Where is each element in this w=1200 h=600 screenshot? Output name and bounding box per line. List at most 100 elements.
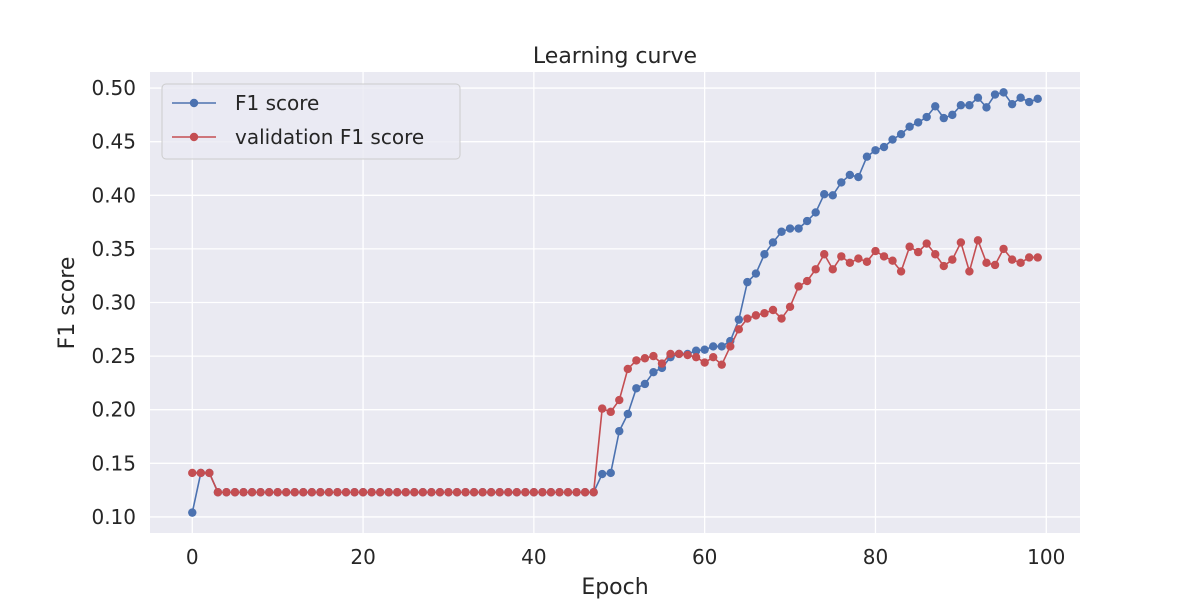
data-point	[973, 236, 983, 245]
data-point	[188, 468, 197, 478]
data-point	[794, 282, 803, 291]
data-point	[333, 488, 342, 497]
data-point	[922, 239, 931, 248]
data-point	[282, 488, 291, 497]
data-point	[939, 113, 948, 123]
data-point	[375, 488, 385, 497]
data-point	[1024, 253, 1034, 262]
data-point	[597, 469, 607, 479]
data-point	[802, 276, 812, 286]
data-point	[230, 488, 240, 497]
data-point	[785, 224, 795, 233]
data-point	[546, 488, 556, 497]
data-point	[785, 302, 795, 311]
data-point	[555, 488, 564, 497]
data-point	[341, 488, 351, 497]
data-point	[973, 93, 983, 102]
data-point	[538, 488, 547, 497]
x-tick-label: 20	[350, 545, 375, 569]
data-point	[700, 358, 709, 367]
data-point	[469, 488, 479, 497]
data-point	[965, 101, 974, 110]
data-point	[316, 488, 325, 497]
data-point	[410, 488, 419, 497]
data-point	[760, 309, 769, 318]
data-point	[913, 247, 923, 257]
data-point	[828, 191, 837, 200]
data-point	[734, 325, 744, 334]
data-point	[700, 345, 709, 354]
data-point	[512, 488, 521, 497]
data-point	[768, 238, 778, 247]
data-point	[452, 488, 462, 497]
x-tick-label: 40	[521, 545, 546, 569]
data-point	[367, 488, 376, 497]
data-point	[871, 146, 880, 155]
data-point	[990, 90, 1000, 99]
data-point	[264, 488, 274, 497]
data-point	[751, 269, 761, 278]
data-point	[597, 404, 607, 413]
data-point	[726, 342, 735, 351]
data-point	[683, 350, 692, 360]
data-point	[205, 468, 214, 478]
y-tick-label: 0.25	[91, 344, 136, 368]
data-point	[828, 265, 837, 274]
data-point	[760, 250, 769, 259]
legend: F1 score validation F1 score	[161, 83, 461, 160]
data-point	[401, 488, 410, 497]
x-axis-label: Epoch	[581, 575, 648, 600]
data-point	[1024, 97, 1034, 107]
data-point	[1016, 258, 1025, 268]
data-point	[794, 224, 803, 233]
data-point	[854, 254, 863, 263]
data-point	[632, 356, 641, 365]
data-point	[777, 227, 786, 236]
data-point	[802, 216, 812, 226]
x-tick-label: 0	[186, 545, 199, 569]
data-point	[734, 315, 744, 324]
data-point	[299, 488, 308, 497]
data-point	[982, 258, 991, 268]
y-tick-label: 0.40	[91, 183, 136, 207]
tick-labels: 0 20 40 60 80 100 0.10 0.15 0.20 0.25 0.30 0.35 0.40…	[91, 76, 1065, 569]
data-point	[854, 172, 863, 182]
data-point	[657, 359, 667, 368]
data-point	[948, 255, 957, 264]
legend-item: validation F1 score	[172, 125, 424, 149]
data-point	[606, 468, 615, 478]
data-point	[743, 277, 752, 287]
data-point	[965, 267, 974, 276]
data-point	[623, 364, 633, 374]
data-point	[247, 488, 257, 497]
data-point	[196, 468, 206, 478]
legend-label: validation F1 score	[235, 125, 424, 149]
data-point	[606, 407, 615, 417]
legend-box	[161, 83, 461, 160]
data-point	[563, 488, 573, 497]
data-point	[820, 250, 829, 259]
data-point	[444, 488, 453, 497]
data-point	[888, 135, 897, 144]
data-point	[896, 129, 906, 139]
data-point	[1033, 253, 1042, 262]
data-point	[273, 488, 282, 497]
data-point	[939, 261, 948, 271]
data-point	[931, 102, 940, 111]
data-point	[649, 351, 658, 361]
data-point	[811, 208, 820, 217]
data-point	[845, 170, 855, 180]
data-point	[956, 238, 966, 247]
data-point	[999, 244, 1008, 254]
data-point	[751, 311, 761, 320]
data-point	[580, 488, 590, 497]
data-point	[896, 267, 906, 276]
y-tick-label: 0.50	[91, 76, 136, 100]
y-tick-label: 0.45	[91, 130, 136, 154]
data-point	[999, 88, 1008, 97]
y-tick-label: 0.35	[91, 237, 136, 261]
data-point	[913, 118, 923, 127]
data-point	[709, 342, 718, 351]
data-point	[777, 314, 786, 323]
